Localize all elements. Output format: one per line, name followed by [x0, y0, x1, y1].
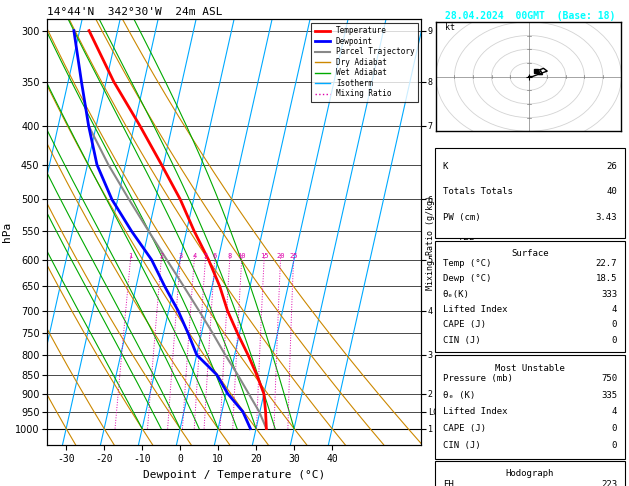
Text: 0: 0	[612, 335, 617, 345]
Text: 3.43: 3.43	[596, 213, 617, 222]
Text: 15: 15	[260, 253, 269, 259]
Text: 4: 4	[192, 253, 196, 259]
Text: 3: 3	[178, 253, 182, 259]
Text: EH: EH	[443, 480, 454, 486]
Bar	[435, 355, 625, 459]
Text: Totals Totals: Totals Totals	[443, 188, 513, 196]
Text: 0: 0	[612, 320, 617, 330]
Text: 223: 223	[601, 480, 617, 486]
Text: PW (cm): PW (cm)	[443, 213, 481, 222]
Text: 333: 333	[601, 290, 617, 299]
Text: 4: 4	[612, 407, 617, 417]
Text: 4: 4	[612, 305, 617, 314]
Text: Pressure (mb): Pressure (mb)	[443, 374, 513, 383]
Text: 750: 750	[601, 374, 617, 383]
Text: CAPE (J): CAPE (J)	[443, 320, 486, 330]
Text: Surface: Surface	[511, 249, 548, 259]
Text: CIN (J): CIN (J)	[443, 441, 481, 450]
Text: 25: 25	[289, 253, 298, 259]
Text: 335: 335	[601, 391, 617, 399]
Text: 10: 10	[238, 253, 246, 259]
Text: Most Unstable: Most Unstable	[495, 364, 565, 373]
Text: 14°44'N  342°30'W  24m ASL: 14°44'N 342°30'W 24m ASL	[47, 7, 223, 17]
X-axis label: Dewpoint / Temperature (°C): Dewpoint / Temperature (°C)	[143, 470, 325, 480]
Text: 6: 6	[213, 253, 217, 259]
Text: 28.04.2024  00GMT  (Base: 18): 28.04.2024 00GMT (Base: 18)	[445, 11, 615, 21]
Text: 0: 0	[612, 441, 617, 450]
Text: 40: 40	[606, 188, 617, 196]
Text: Hodograph: Hodograph	[506, 469, 554, 479]
Text: 18.5: 18.5	[596, 275, 617, 283]
Text: θₑ (K): θₑ (K)	[443, 391, 475, 399]
Text: 22.7: 22.7	[596, 259, 617, 268]
Text: θₑ(K): θₑ(K)	[443, 290, 470, 299]
Y-axis label: hPa: hPa	[3, 222, 12, 242]
Text: 0: 0	[612, 424, 617, 433]
Text: 26: 26	[606, 162, 617, 171]
Text: Dewp (°C): Dewp (°C)	[443, 275, 491, 283]
Text: CIN (J): CIN (J)	[443, 335, 481, 345]
Text: Temp (°C): Temp (°C)	[443, 259, 491, 268]
Text: 1: 1	[128, 253, 133, 259]
Text: CAPE (J): CAPE (J)	[443, 424, 486, 433]
Legend: Temperature, Dewpoint, Parcel Trajectory, Dry Adiabat, Wet Adiabat, Isotherm, Mi: Temperature, Dewpoint, Parcel Trajectory…	[311, 23, 418, 102]
Text: Lifted Index: Lifted Index	[443, 305, 507, 314]
Text: kt: kt	[445, 22, 455, 32]
Text: 8: 8	[228, 253, 232, 259]
Bar	[435, 461, 625, 486]
Text: 2: 2	[159, 253, 164, 259]
Text: 20: 20	[276, 253, 285, 259]
Bar	[435, 241, 625, 352]
Text: 5: 5	[203, 253, 208, 259]
Text: K: K	[443, 162, 448, 171]
Text: Lifted Index: Lifted Index	[443, 407, 507, 417]
Y-axis label: km
ASL: km ASL	[460, 223, 475, 242]
Text: Mixing Ratio (g/kg): Mixing Ratio (g/kg)	[426, 195, 435, 291]
Bar	[435, 148, 625, 238]
